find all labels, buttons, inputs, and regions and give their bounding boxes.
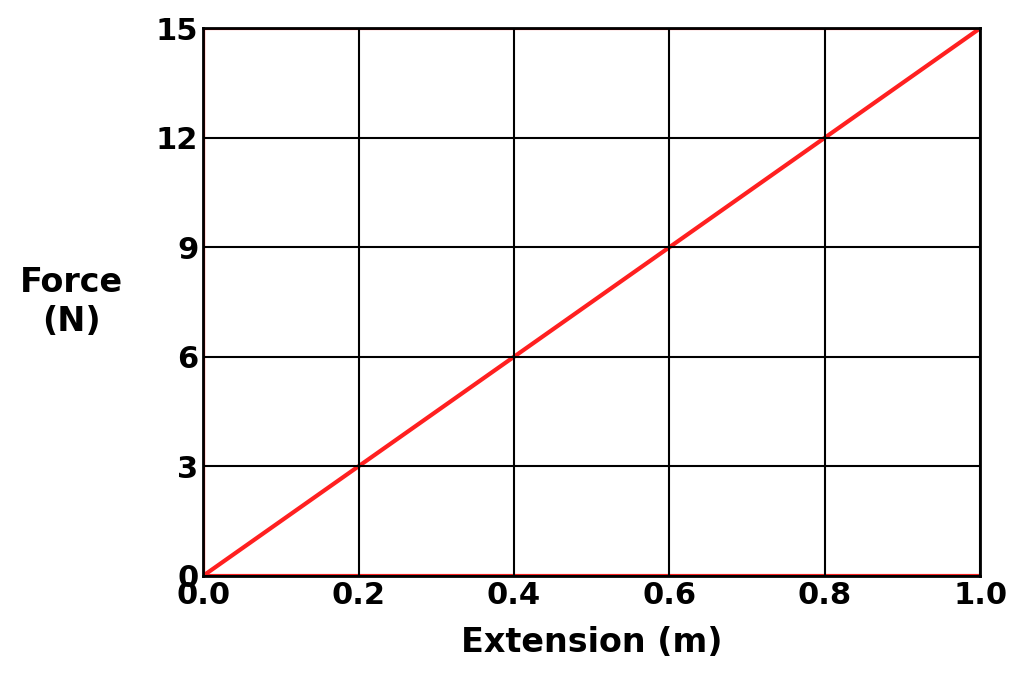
X-axis label: Extension (m): Extension (m) <box>461 627 723 659</box>
Y-axis label: Force
(N): Force (N) <box>19 266 123 337</box>
